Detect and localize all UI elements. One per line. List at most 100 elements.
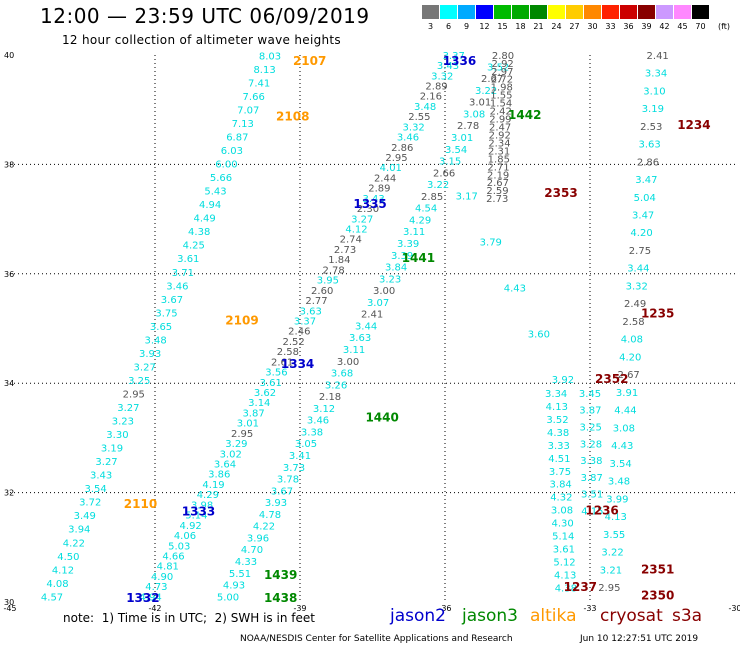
swh-value: 3.86 bbox=[208, 470, 230, 481]
swh-value: 3.43 bbox=[363, 194, 385, 205]
swh-value: 4.13 bbox=[546, 402, 568, 413]
swh-value: 2.34 bbox=[488, 138, 510, 149]
x-tick-label: -36 bbox=[438, 604, 451, 613]
legend-swatch bbox=[530, 5, 547, 19]
swh-value: 4.19 bbox=[202, 480, 224, 491]
swh-value: 3.10 bbox=[643, 86, 665, 97]
swh-value: 2.60 bbox=[311, 286, 333, 297]
satellite-name-s3a: s3a bbox=[672, 606, 703, 626]
swh-value: 2.59 bbox=[486, 186, 508, 197]
swh-value: 3.32 bbox=[403, 122, 425, 133]
swh-value: 3.93 bbox=[265, 498, 287, 509]
swh-value: 3.61 bbox=[260, 378, 282, 389]
legend-swatch bbox=[548, 5, 565, 19]
swh-value: 3.75 bbox=[155, 308, 177, 319]
y-tick-label: 30 bbox=[4, 598, 14, 607]
swh-value: 3.22 bbox=[427, 180, 449, 191]
pass-number-label: 1335 bbox=[353, 197, 386, 211]
swh-value: 2.92 bbox=[489, 130, 511, 141]
swh-value: 2.86 bbox=[391, 143, 413, 154]
swh-value: 4.29 bbox=[197, 490, 219, 501]
swh-value: 2.67 bbox=[618, 370, 640, 381]
swh-value: 2.41 bbox=[647, 51, 669, 62]
legend-label: 12 bbox=[479, 22, 490, 31]
swh-value: 3.91 bbox=[616, 388, 638, 399]
swh-value: 5.04 bbox=[634, 193, 656, 204]
swh-value: 3.27 bbox=[351, 214, 373, 225]
pass-number-label: 2352 bbox=[595, 372, 628, 386]
swh-value: 3.54 bbox=[85, 484, 107, 495]
swh-value: 4.43 bbox=[504, 283, 526, 294]
swh-value: 7.13 bbox=[232, 119, 254, 130]
swh-value: 3.52 bbox=[487, 62, 509, 73]
satellite-name-altika: altika bbox=[530, 606, 577, 626]
legend-swatch bbox=[620, 5, 637, 19]
swh-value: 4.12 bbox=[345, 225, 367, 236]
swh-value: 3.01 bbox=[469, 98, 491, 109]
swh-value: 3.87 bbox=[581, 473, 603, 484]
swh-value: 2.95 bbox=[598, 583, 620, 594]
swh-value: 3.96 bbox=[247, 533, 269, 544]
swh-value: 2.95 bbox=[231, 429, 253, 440]
swh-value: 5.00 bbox=[217, 592, 239, 603]
swh-value: 4.38 bbox=[547, 428, 569, 439]
swh-value: 4.94 bbox=[140, 592, 162, 603]
swh-value: 4.93 bbox=[223, 581, 245, 592]
swh-value: 3.21 bbox=[600, 565, 622, 576]
legend-label: 21 bbox=[533, 22, 544, 31]
swh-value: 2.77 bbox=[305, 296, 327, 307]
swh-value: 4.70 bbox=[241, 545, 263, 556]
swh-value: 3.92 bbox=[552, 375, 574, 386]
swh-value: 2.67 bbox=[481, 74, 503, 85]
credit-line: NOAA/NESDIS Center for Satellite Applica… bbox=[240, 634, 513, 644]
swh-value: 2.67 bbox=[487, 178, 509, 189]
swh-value: 4.13 bbox=[605, 512, 627, 523]
swh-value: 3.94 bbox=[68, 525, 90, 536]
swh-value: 4.22 bbox=[253, 522, 275, 533]
swh-value: 5.51 bbox=[229, 569, 251, 580]
swh-value: 3.34 bbox=[645, 69, 667, 80]
swh-value: 3.61 bbox=[177, 254, 199, 265]
swh-value: 3.98 bbox=[191, 500, 213, 511]
swh-value: 3.27 bbox=[95, 457, 117, 468]
swh-value: 3.29 bbox=[225, 439, 247, 450]
swh-value: 3.43 bbox=[90, 471, 112, 482]
satellite-name-jason3: jason3 bbox=[462, 606, 518, 626]
chart-title: 12:00 — 23:59 UTC 06/09/2019 bbox=[40, 4, 370, 28]
swh-value: 3.27 bbox=[134, 362, 156, 373]
swh-value: 2.49 bbox=[624, 299, 646, 310]
swh-value: 1.98 bbox=[491, 83, 513, 94]
swh-value: 3.41 bbox=[289, 451, 311, 462]
swh-value: 3.61 bbox=[553, 545, 575, 556]
swh-value: 3.07 bbox=[367, 298, 389, 309]
swh-value: 2.58 bbox=[277, 347, 299, 358]
swh-value: 3.38 bbox=[301, 427, 323, 438]
swh-value: 2.18 bbox=[319, 392, 341, 403]
legend-unit: (ft) bbox=[718, 22, 731, 31]
legend-swatch bbox=[440, 5, 457, 19]
swh-value: 6.87 bbox=[226, 133, 248, 144]
pass-number-label: 2109 bbox=[225, 314, 258, 328]
swh-value: 3.37 bbox=[294, 316, 316, 327]
swh-value: 4.66 bbox=[162, 551, 184, 562]
legend-swatch bbox=[674, 5, 691, 19]
swh-value: 3.44 bbox=[627, 264, 649, 275]
swh-value: 3.25 bbox=[580, 422, 602, 433]
swh-value: 3.48 bbox=[144, 335, 166, 346]
legend-label: 9 bbox=[463, 22, 470, 31]
swh-value: 4.20 bbox=[619, 352, 641, 363]
swh-value: 4.43 bbox=[611, 441, 633, 452]
swh-value: 2.78 bbox=[457, 121, 479, 132]
swh-value: 3.19 bbox=[642, 104, 664, 115]
legend-label: 27 bbox=[569, 22, 580, 31]
swh-value: 4.94 bbox=[199, 200, 221, 211]
swh-value: 3.00 bbox=[373, 286, 395, 297]
swh-value: 2.41 bbox=[361, 310, 383, 321]
swh-value: 4.49 bbox=[194, 214, 216, 225]
swh-value: 3.22 bbox=[601, 548, 623, 559]
swh-value: 1.85 bbox=[488, 154, 510, 165]
pass-number-label: 1235 bbox=[641, 307, 674, 321]
swh-value: 1.84 bbox=[328, 255, 350, 266]
swh-value: 3.43 bbox=[437, 61, 459, 72]
legend-swatch bbox=[458, 5, 475, 19]
